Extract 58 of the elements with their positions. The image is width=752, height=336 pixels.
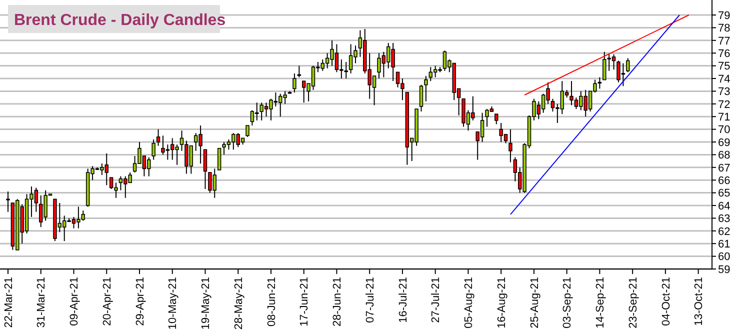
x-tick-label: 16-Aug-21 — [496, 277, 508, 328]
y-tick-label: 73 — [718, 86, 730, 98]
y-tick-label: 71 — [718, 111, 730, 124]
candlestick — [152, 138, 156, 160]
x-tick-label: 22-Mar-21 — [2, 277, 15, 328]
x-tick-label: 14-Sep-21 — [594, 277, 607, 328]
x-tick-label: 05-Aug-21 — [463, 277, 476, 328]
x-tick-label: 27-Jul-21 — [430, 277, 442, 323]
candlestick — [297, 65, 302, 78]
x-tick-label: 28-Jun-21 — [332, 277, 344, 327]
candlestick — [156, 128, 160, 146]
candlestick — [419, 84, 424, 112]
x-tick-label: 03-Sep-21 — [562, 277, 574, 328]
candlestick — [246, 124, 250, 138]
y-tick-label: 78 — [718, 22, 730, 35]
y-tick-label: 77 — [718, 35, 730, 48]
candlestick — [217, 148, 222, 170]
y-tick-label: 74 — [718, 73, 730, 86]
candlestick — [494, 114, 498, 125]
candlestick — [6, 191, 10, 212]
y-tick-label: 61 — [718, 238, 730, 250]
y-tick-label: 76 — [718, 48, 730, 60]
y-tick-label: 75 — [718, 60, 730, 73]
y-tick-label: 66 — [718, 174, 730, 187]
x-tick-label: 07-Jul-21 — [364, 277, 376, 323]
x-tick-label: 23-Sep-21 — [627, 277, 640, 328]
chart-title: Brent Crude - Daily Candles — [14, 12, 226, 29]
x-tick-label: 25-Aug-21 — [528, 277, 541, 328]
y-tick-label: 60 — [718, 251, 730, 264]
candlestick — [250, 110, 254, 126]
x-tick-label: 17-Jun-21 — [298, 277, 311, 327]
candlestick — [203, 149, 208, 190]
candlestick — [626, 58, 630, 73]
y-tick-label: 70 — [718, 124, 730, 136]
y-tick-label: 62 — [718, 226, 730, 238]
y-tick-label: 68 — [718, 150, 730, 162]
x-tick-label: 29-Apr-21 — [134, 277, 146, 326]
x-tick-label: 08-Jun-21 — [266, 277, 278, 327]
candlestick — [508, 128, 512, 163]
candlestick — [424, 75, 428, 102]
x-tick-label: 31-Mar-21 — [36, 277, 48, 328]
x-tick-label: 04-Oct-21 — [660, 277, 672, 326]
y-tick-label: 69 — [718, 136, 730, 149]
x-tick-label: 28-May-21 — [232, 277, 245, 330]
x-tick-label: 20-Apr-21 — [101, 277, 114, 326]
x-tick-label: 13-Oct-21 — [693, 277, 706, 326]
y-tick-label: 59 — [718, 264, 730, 276]
y-tick-label: 67 — [718, 162, 730, 174]
candlestick — [292, 72, 296, 93]
y-tick-label: 64 — [718, 200, 730, 212]
y-tick-label: 63 — [718, 213, 730, 226]
y-tick-label: 72 — [718, 98, 730, 111]
y-tick-label: 79 — [718, 10, 730, 22]
y-tick-label: 65 — [718, 188, 730, 200]
x-tick-label: 16-Jul-21 — [397, 277, 410, 323]
x-tick-label: 10-May-21 — [167, 277, 180, 330]
x-tick-label: 09-Apr-21 — [68, 277, 81, 326]
x-tick-label: 19-May-21 — [200, 277, 212, 330]
